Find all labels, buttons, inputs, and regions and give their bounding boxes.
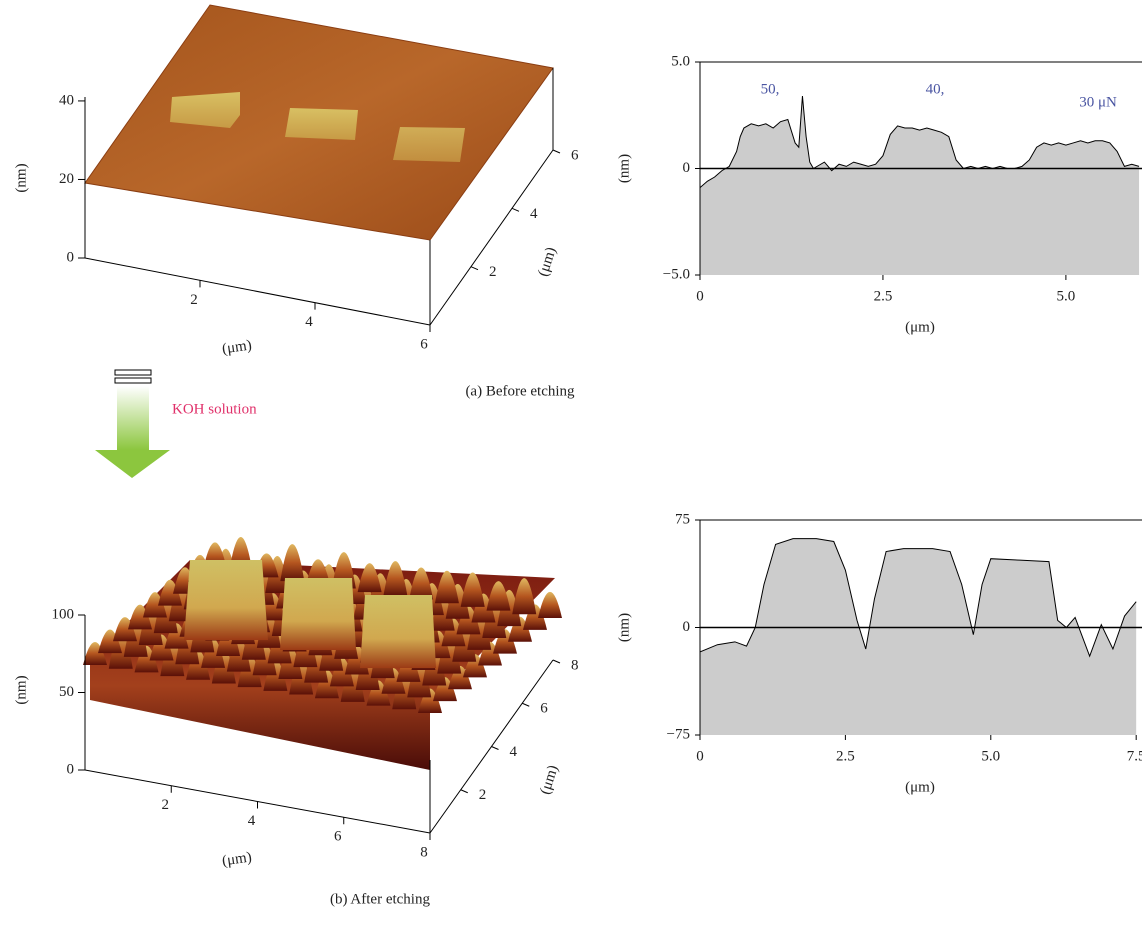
x-tick-label: 8 <box>420 844 428 860</box>
y-tick-label: 4 <box>530 206 538 222</box>
surface-b <box>83 537 562 770</box>
x-tick-label: 5.0 <box>1057 288 1076 304</box>
x-tick-label: 5.0 <box>981 748 1000 764</box>
etched-block <box>360 595 436 668</box>
y-axis-label: (nm) <box>616 613 632 642</box>
x-tick-label: 0 <box>696 748 704 764</box>
y-tick <box>553 660 560 663</box>
y-tick <box>492 747 499 750</box>
y-tick <box>522 703 529 706</box>
y-tick <box>553 150 560 153</box>
y-axis-label: (nm) <box>616 154 632 183</box>
y-tick-label: −5.0 <box>663 266 690 282</box>
y-tick-label: 0 <box>683 619 691 635</box>
z-axis-label: (nm) <box>13 675 29 704</box>
z-tick-label: 0 <box>67 249 75 265</box>
annotation: 40, <box>926 81 945 97</box>
caption: (a) Before etching <box>465 383 575 399</box>
y-tick-label: 2 <box>489 264 497 280</box>
etch-arrow <box>95 370 170 478</box>
x-axis-label: (μm) <box>905 779 935 795</box>
z-tick-label: 40 <box>59 92 74 108</box>
y-axis-label: (μm) <box>537 763 561 796</box>
z-axis-label: (nm) <box>13 163 29 192</box>
y-axis-label: (μm) <box>535 245 559 278</box>
x-tick-label: 4 <box>248 813 256 829</box>
surface-peak <box>383 561 407 596</box>
x-axis-label: (μm) <box>221 849 253 869</box>
y-tick-label: 0 <box>683 160 691 176</box>
x-tick-label: 2 <box>162 797 170 813</box>
annotation: 30 μN <box>1079 94 1117 110</box>
y-tick-label: 6 <box>571 147 579 163</box>
y-tick-label: 8 <box>571 657 579 673</box>
y-tick-label: −75 <box>667 726 690 742</box>
x-tick-label: 2.5 <box>874 288 893 304</box>
x-tick-label: 7.5 <box>1127 748 1142 764</box>
y-tick-label: 5.0 <box>671 53 690 69</box>
x-axis-label: (μm) <box>905 319 935 335</box>
y-tick-label: 6 <box>540 701 548 717</box>
x-tick-label: 6 <box>420 336 428 352</box>
profile-area <box>700 96 1139 275</box>
etched-block <box>280 578 356 650</box>
surface-a <box>85 5 553 240</box>
profile-area <box>700 539 1136 735</box>
y-tick <box>512 208 519 211</box>
figure: KOH solution (a) Before etching (b) Afte… <box>0 0 1142 940</box>
y-tick <box>471 267 478 270</box>
x-tick-label: 0 <box>696 288 704 304</box>
x-axis-label: (μm) <box>221 337 253 357</box>
etched-block <box>184 560 268 640</box>
surface-peak <box>538 592 562 618</box>
x-tick-label: 2.5 <box>836 748 855 764</box>
arrow-label: KOH solution <box>172 401 257 417</box>
x-tick-label: 4 <box>305 314 313 330</box>
surface-peak <box>280 544 304 581</box>
x-tick-label: 2 <box>190 292 198 308</box>
z-tick-label: 50 <box>59 684 74 700</box>
y-tick-label: 75 <box>675 511 690 527</box>
z-tick-label: 100 <box>52 606 75 622</box>
y-tick <box>461 790 468 793</box>
x-tick-label: 6 <box>334 829 342 845</box>
annotation: 50, <box>761 81 780 97</box>
z-tick-label: 20 <box>59 171 74 187</box>
z-tick-label: 0 <box>67 761 75 777</box>
y-tick-label: 2 <box>479 787 487 803</box>
surface-peak <box>358 563 382 592</box>
caption: (b) After etching <box>330 891 430 907</box>
y-tick-label: 4 <box>510 744 518 760</box>
